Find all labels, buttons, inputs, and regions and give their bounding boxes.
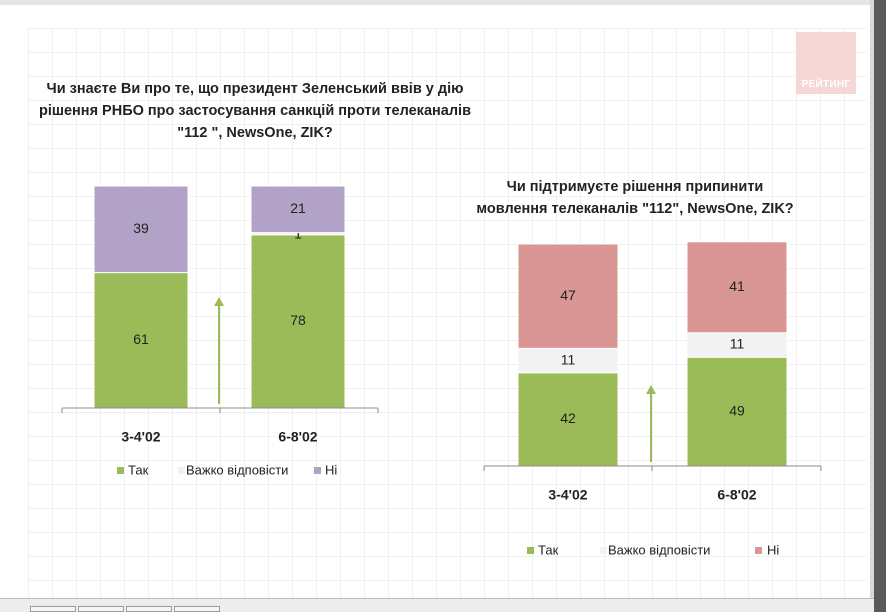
data-label-c1-1-s3: 39 (133, 220, 149, 236)
bar-c1-1-s3 (93, 185, 189, 274)
legend-label-c2-1: Так (538, 542, 559, 557)
data-label-c1-1-s1: 61 (133, 331, 149, 347)
bar-c2-2-s2 (686, 332, 788, 358)
trend-arrow-head-c2 (646, 385, 656, 394)
data-label-c2-2-s1: 49 (729, 402, 745, 418)
trend-arrow-head-c1 (214, 297, 224, 306)
data-label-c2-2-s3: 41 (729, 278, 745, 294)
legend-label-c1-2: Важко відповісти (186, 462, 288, 477)
legend-swatch-c2-3 (755, 547, 762, 554)
chart-1-title: Чи знаєте Ви про те, що президент Зеленс… (39, 81, 471, 141)
data-label-c2-1-s3: 47 (560, 287, 576, 303)
category-label-c2-2: 6-8'02 (717, 487, 756, 503)
data-label-c1-2-s1: 78 (290, 312, 306, 328)
logo-text: РЕЙТИНГ (801, 79, 851, 90)
bar-c2-1-s1 (517, 372, 619, 467)
slide-tab-4[interactable] (174, 606, 220, 612)
rating-logo: РЕЙТИНГ (796, 32, 856, 94)
data-label-c1-2-s2: 1 (294, 225, 302, 241)
window-top-edge (0, 0, 886, 5)
bar-c2-2-s3 (686, 241, 788, 334)
slide-tab-2[interactable] (78, 606, 124, 612)
category-label-c1-1: 3-4'02 (121, 429, 160, 445)
slide-tab-1[interactable] (30, 606, 76, 612)
data-label-c2-1-s2: 11 (561, 351, 576, 367)
category-label-c1-2: 6-8'02 (278, 429, 317, 445)
data-label-c1-2-s3: 21 (290, 200, 306, 216)
window-right-edge (874, 0, 886, 612)
data-label-c2-1-s1: 42 (560, 410, 576, 426)
bar-c1-2-s3 (250, 185, 346, 234)
legend-swatch-c1-1 (117, 467, 124, 474)
legend-swatch-c1-3 (314, 467, 321, 474)
bar-c2-1-s3 (517, 243, 619, 349)
window-scroll-track (870, 0, 874, 612)
bar-c2-2-s1 (686, 356, 788, 467)
legend-label-c1-3: Ні (325, 462, 337, 477)
legend-swatch-c1-2 (178, 467, 185, 474)
data-label-c2-2-s2: 11 (730, 336, 745, 352)
legend-label-c1-1: Так (128, 462, 149, 477)
legend-swatch-c2-2 (600, 547, 607, 554)
legend-swatch-c2-1 (527, 547, 534, 554)
slide-tab-3[interactable] (126, 606, 172, 612)
legend-label-c2-2: Важко відповісти (608, 542, 710, 557)
slide-canvas (28, 28, 866, 598)
chart-2-title: Чи підтримуєте рішення припинити мовленн… (476, 179, 794, 217)
legend-label-c2-3: Ні (767, 542, 779, 557)
category-label-c2-1: 3-4'02 (548, 487, 587, 503)
